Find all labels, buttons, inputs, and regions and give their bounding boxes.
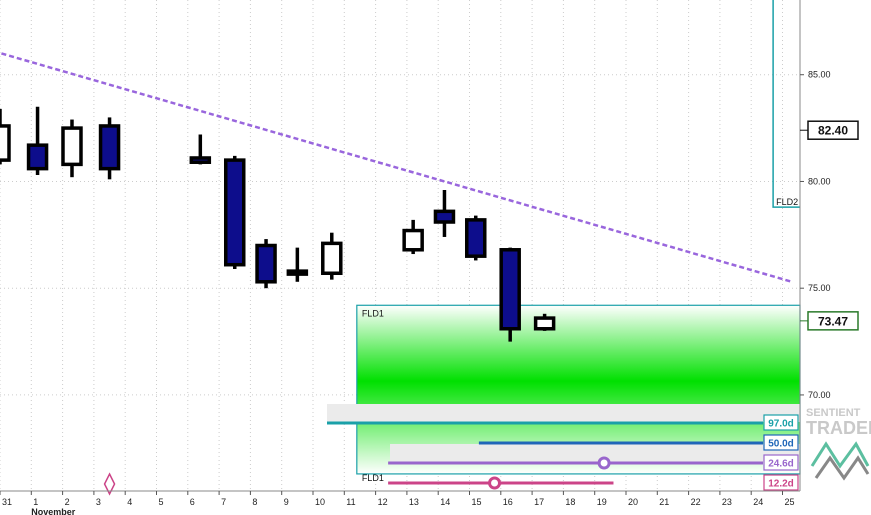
candle-body <box>224 158 246 267</box>
cycle-label: 97.0d <box>768 419 794 430</box>
cycle-label-box <box>763 414 799 431</box>
cycle-label-box <box>763 474 799 491</box>
candle <box>433 189 456 237</box>
price-label: 82.40 <box>818 124 848 138</box>
x-tick-label: 17 <box>534 497 544 507</box>
cycle-bars: 97.0d 50.0d 24.6d 12.2d <box>103 404 800 496</box>
x-tick-label: 9 <box>284 497 289 507</box>
candle-body <box>499 248 521 331</box>
cycle-label-box <box>763 434 799 451</box>
month-label: November <box>31 507 76 515</box>
x-tick-label: 24 <box>753 497 763 507</box>
y-tick-label: 85.00 <box>808 70 831 80</box>
candle <box>98 117 121 180</box>
candles <box>0 106 556 342</box>
cycle-label-box <box>763 454 799 471</box>
x-tick-label: 20 <box>628 497 638 507</box>
candle <box>402 219 424 255</box>
candle-body <box>465 218 487 258</box>
diamond-marker <box>103 472 116 496</box>
cycle-band <box>327 404 800 422</box>
x-tick-label: 18 <box>565 497 575 507</box>
candle-body <box>189 156 212 164</box>
candle-body <box>255 243 277 284</box>
candle-body <box>533 316 556 331</box>
x-tick-label: 4 <box>127 497 132 507</box>
fld1-label: FLD1 <box>362 308 384 318</box>
cycle-label: 50.0d <box>768 439 794 450</box>
x-tick-label: 11 <box>346 497 355 507</box>
candle-body <box>286 269 309 276</box>
candle-body <box>433 209 456 224</box>
candle <box>533 313 556 331</box>
x-tick-label: 19 <box>597 497 607 507</box>
fld2-label: FLD2 <box>776 197 798 207</box>
candle <box>465 215 487 261</box>
candle <box>499 247 521 342</box>
x-tick-label: 1 <box>33 497 38 507</box>
price-label: 73.47 <box>818 314 848 328</box>
x-axis: 31 1 2 3 4 5 6 7 8 9 10 11 12 13 14 15 16 17 18 19 20 21 22 23 2… <box>0 490 800 515</box>
x-tick-label: 31 <box>2 497 12 507</box>
x-tick-label: 6 <box>190 497 195 507</box>
cycle-band <box>390 444 800 462</box>
y-axis: 85.00 80.00 75.00 70.00 82.40 73.47 <box>799 0 859 491</box>
fld2-line <box>772 0 800 208</box>
candle-body <box>26 143 49 171</box>
candle-body <box>321 241 343 276</box>
x-tick-label: 14 <box>440 497 450 507</box>
fld1-bottom-label: FLD1 <box>362 473 384 483</box>
x-tick-label: 22 <box>691 497 701 507</box>
x-tick-label: 10 <box>315 497 325 507</box>
cycle-marker <box>488 476 502 490</box>
candle <box>224 155 246 269</box>
x-tick-label: 8 <box>252 497 257 507</box>
candle <box>255 239 277 289</box>
candle-body <box>402 228 424 252</box>
trendline <box>0 51 793 283</box>
candle <box>61 119 83 178</box>
x-tick-label: 21 <box>659 497 669 507</box>
cycle-label: 24.6d <box>768 459 794 470</box>
candle-body <box>0 124 11 162</box>
logo-line1: SENTIENT <box>806 407 861 419</box>
cycle-marker <box>597 456 611 470</box>
x-tick-label: 16 <box>503 497 513 507</box>
trendline-dashed <box>0 51 793 283</box>
candle <box>0 108 11 165</box>
price-box <box>807 311 859 331</box>
candle-body <box>61 126 83 167</box>
x-tick-label: 2 <box>65 497 70 507</box>
cycle-label: 12.2d <box>768 479 794 490</box>
x-tick-label: 13 <box>409 497 419 507</box>
x-tick-label: 3 <box>96 497 101 507</box>
x-tick-label: 5 <box>159 497 164 507</box>
y-tick-label: 75.00 <box>808 283 831 293</box>
x-tick-label: 7 <box>221 497 226 507</box>
candle <box>286 247 309 282</box>
price-box <box>807 120 859 140</box>
x-tick-label: 23 <box>722 497 732 507</box>
candle <box>26 106 49 176</box>
y-tick-label: 80.00 <box>808 176 831 186</box>
candle <box>321 232 343 280</box>
x-tick-label: 25 <box>785 497 795 507</box>
x-tick-label: 15 <box>472 497 482 507</box>
sentient-trader-logo: SENTIENT TRADER <box>806 407 871 481</box>
logo-line2: TRADER <box>806 418 871 438</box>
candle <box>189 134 212 165</box>
x-tick-label: 12 <box>378 497 388 507</box>
logo-mark-icon <box>810 441 870 469</box>
candle-body <box>98 124 121 171</box>
y-tick-label: 70.00 <box>808 390 831 400</box>
